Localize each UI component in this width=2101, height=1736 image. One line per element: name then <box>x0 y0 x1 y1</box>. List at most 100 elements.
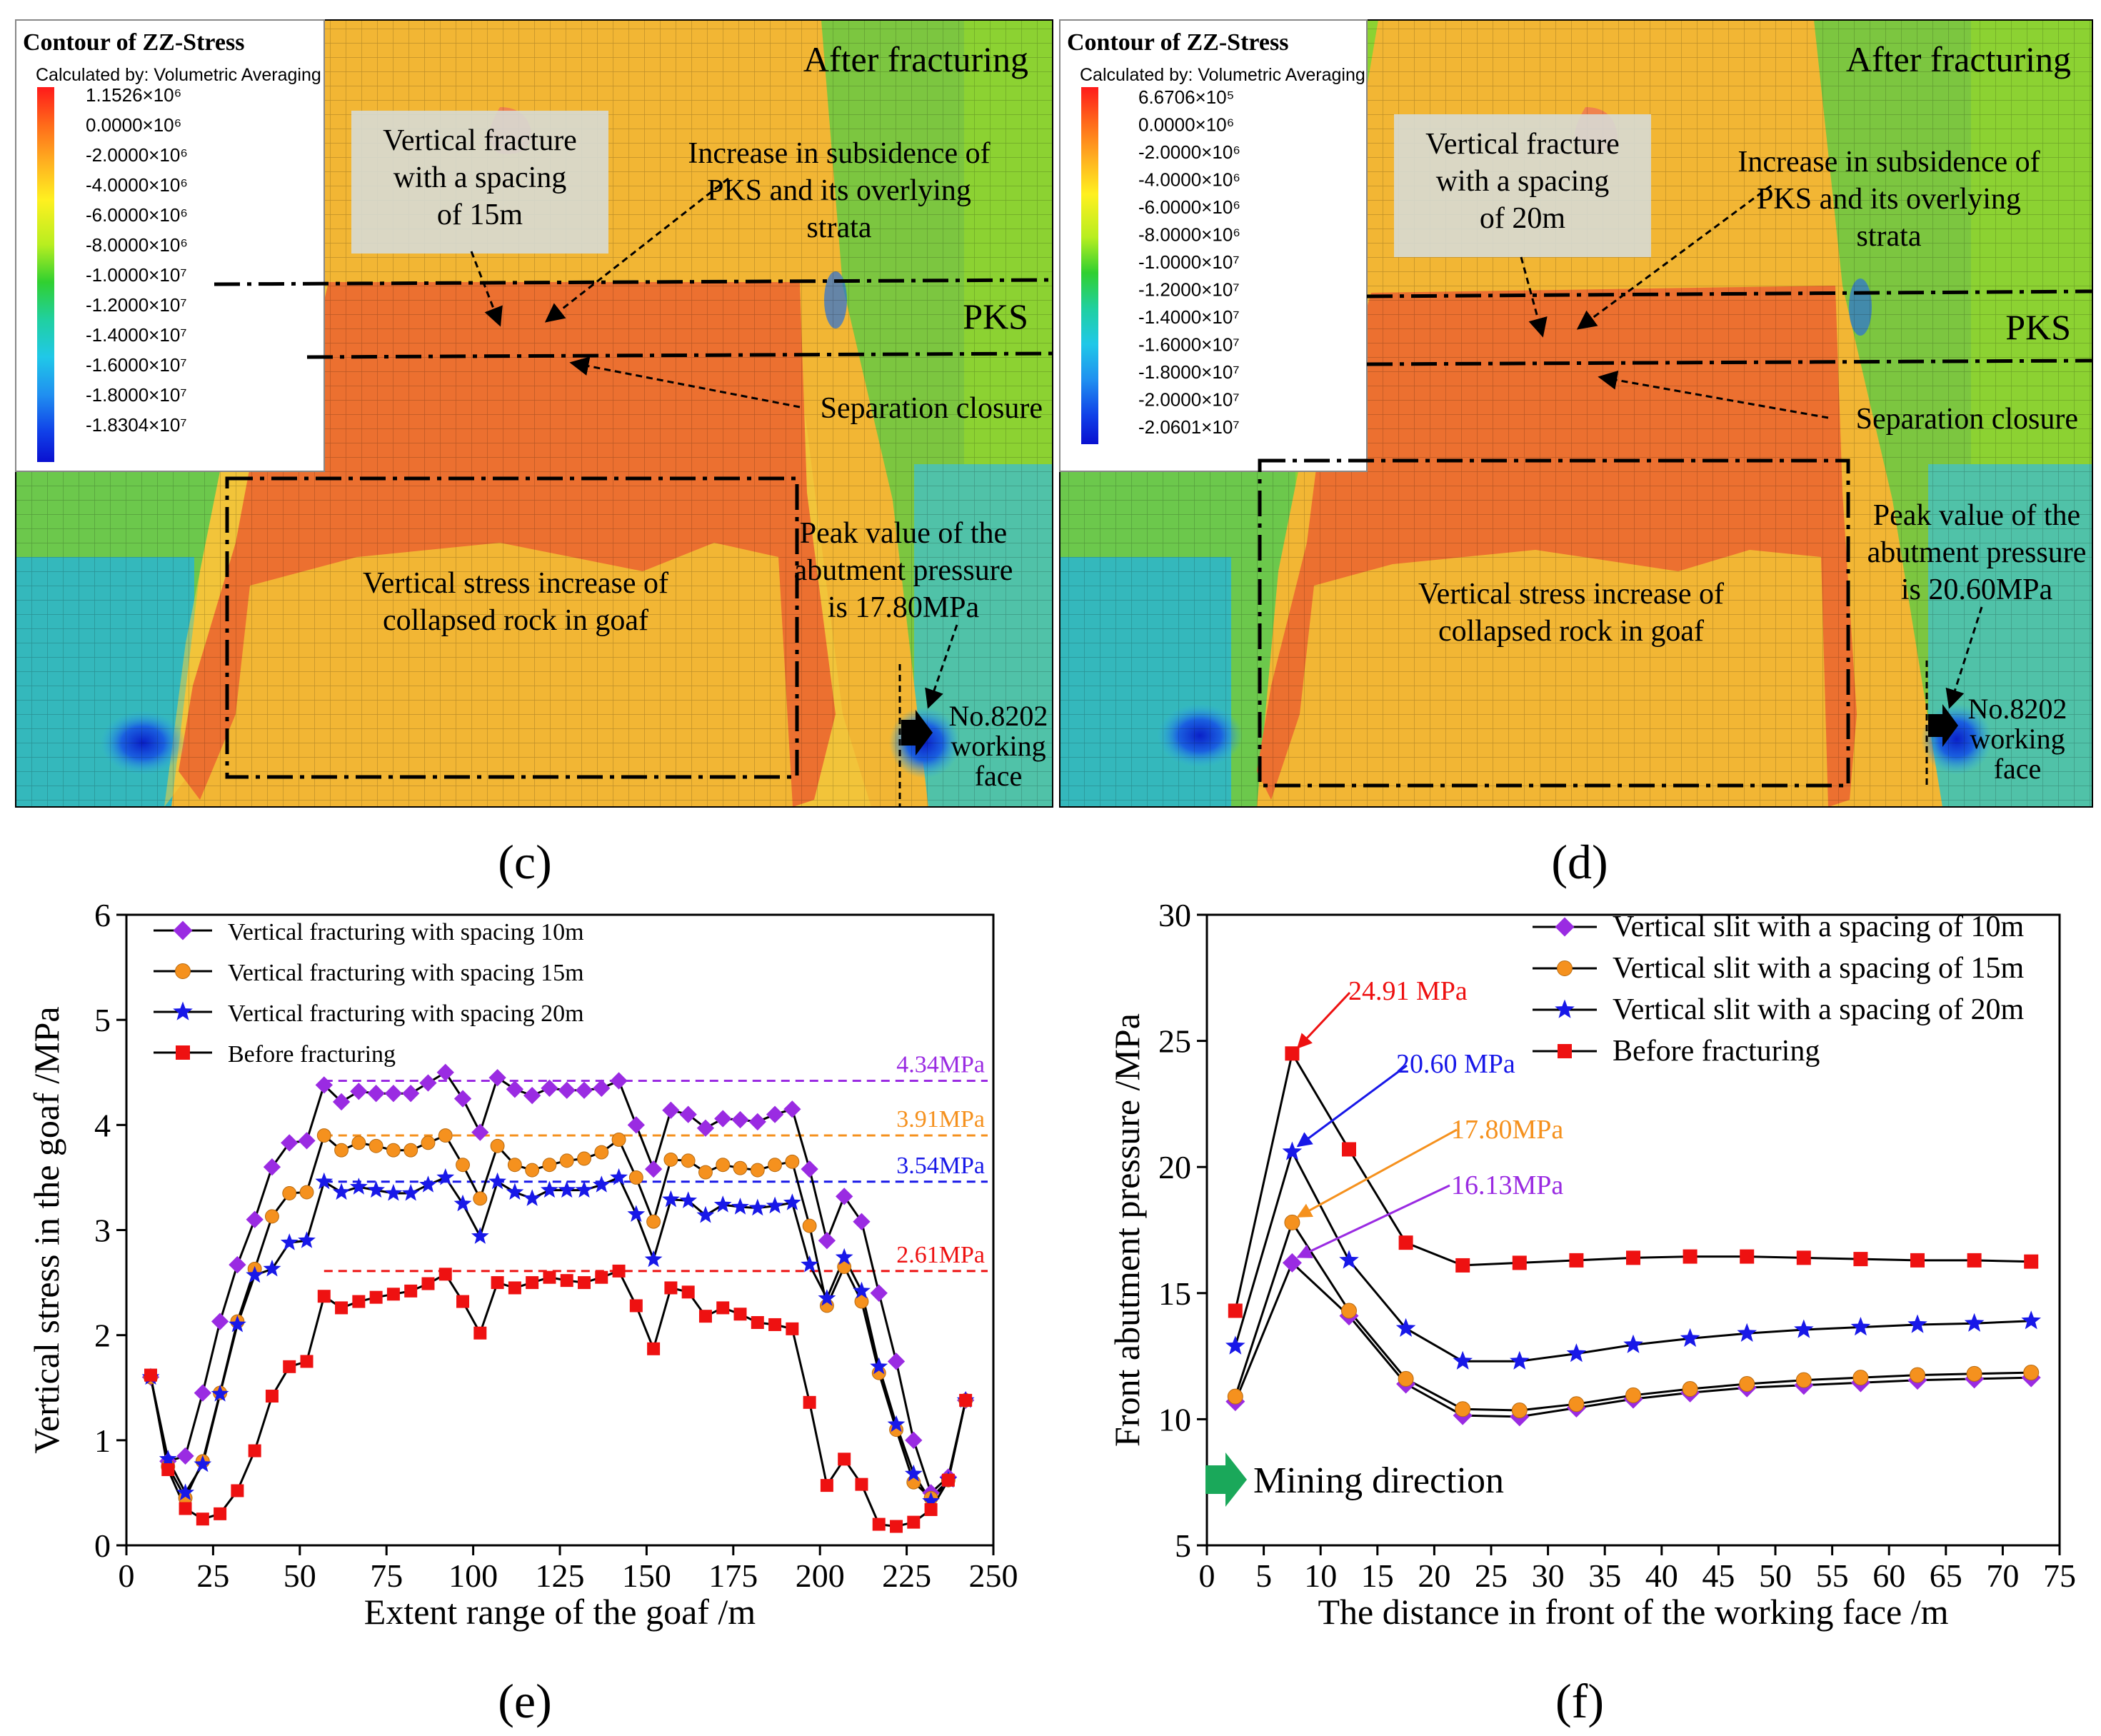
data-point <box>855 1477 868 1491</box>
working-face-arrow-icon <box>1928 704 1958 747</box>
data-point <box>176 1483 194 1500</box>
chart-e: 0 25 50 75 100 125 150 175 200 225 250 0 1 2 3 4 5 6 Exten… <box>26 897 1018 1728</box>
data-point <box>610 1072 628 1090</box>
x-tick-label: 250 <box>969 1557 1018 1594</box>
series-line <box>1234 1050 2032 1311</box>
pks-bottom-line <box>1366 358 2093 366</box>
data-point <box>1739 1375 1755 1392</box>
data-point <box>922 1492 940 1509</box>
data-point <box>246 1265 264 1283</box>
annotation-label: 24.91 MPa <box>1348 976 1468 1006</box>
data-point <box>644 1250 663 1268</box>
legend-value: -1.0000×10⁷ <box>86 264 187 286</box>
data-point <box>526 1276 539 1290</box>
face-label: face <box>975 760 1023 792</box>
data-point <box>1623 1334 1643 1353</box>
data-point <box>766 1105 784 1123</box>
data-point <box>595 1270 608 1284</box>
legend-value: -4.0000×10⁶ <box>86 174 188 196</box>
x-tick-label: 200 <box>796 1557 845 1594</box>
data-point <box>1557 960 1573 976</box>
data-point <box>456 1158 470 1173</box>
x-tick-label: 25 <box>196 1557 229 1594</box>
data-point <box>820 1479 833 1492</box>
data-point <box>818 1289 836 1306</box>
subsidence-note: PKS and its overlying <box>1757 183 2021 216</box>
data-point <box>404 1284 418 1298</box>
data-point <box>662 1101 680 1119</box>
pks-label: PKS <box>2005 307 2071 347</box>
mining-direction-arrow-icon <box>1205 1452 1247 1507</box>
peak-note: Peak value of the <box>1873 499 2080 532</box>
separation-label: Separation closure <box>1856 403 2078 436</box>
data-point <box>1453 1350 1473 1370</box>
data-point <box>733 1308 747 1321</box>
data-point <box>1227 1388 1243 1405</box>
x-tick-label: 150 <box>622 1557 671 1594</box>
fracture-note-box <box>351 111 608 254</box>
data-point <box>488 1068 506 1087</box>
legend-value: -2.0601×10⁷ <box>1138 416 1240 438</box>
y-tick-label: 20 <box>1158 1149 1191 1185</box>
plot-frame <box>1205 913 2061 1547</box>
y-tick-label: 5 <box>94 1002 111 1038</box>
face-label: No.8202 <box>949 700 1048 732</box>
legend-color-bar <box>1081 87 1098 444</box>
data-point <box>317 1290 331 1303</box>
data-point <box>594 1145 609 1160</box>
data-point <box>161 1463 175 1477</box>
fracture-note-box <box>1394 114 1651 257</box>
data-point <box>436 1168 455 1185</box>
data-point <box>334 1143 349 1158</box>
data-point <box>523 1086 541 1105</box>
series-line <box>149 1175 967 1503</box>
y-tick-label: 2 <box>94 1318 111 1354</box>
data-point <box>248 1444 261 1457</box>
data-point <box>887 1415 906 1433</box>
goaf-note: collapsed rock in goaf <box>383 604 648 637</box>
x-tick-label: 35 <box>1588 1557 1621 1594</box>
x-tick-label: 55 <box>1816 1557 1849 1594</box>
subsidence-note: strata <box>807 211 872 244</box>
data-point <box>214 1507 227 1520</box>
legend-value: -1.4000×10⁷ <box>86 324 187 346</box>
goaf-box <box>1258 458 1850 788</box>
data-point <box>2024 1254 2039 1269</box>
legend-value: -1.8000×10⁷ <box>1138 361 1240 383</box>
data-point <box>316 1128 331 1143</box>
legend-entry: Vertical fracturing with spacing 15m <box>228 960 584 986</box>
annotation-label: 16.13MPa <box>1451 1170 1563 1200</box>
pks-bottom-line <box>306 351 1053 359</box>
data-point <box>280 1233 299 1250</box>
fracture-note-line: with a spacing <box>393 161 567 194</box>
fracture-note-line: with a spacing <box>1436 165 1610 198</box>
data-point <box>1910 1367 1925 1383</box>
reference-label: 2.61MPa <box>896 1242 985 1268</box>
legend-entry: Vertical slit with a spacing of 15m <box>1613 952 2025 985</box>
data-point <box>1228 1303 1243 1318</box>
data-point <box>369 1290 383 1304</box>
data-point <box>506 1080 524 1098</box>
legend-value: 0.0000×10⁶ <box>1138 114 1234 136</box>
data-point <box>768 1158 783 1173</box>
data-point <box>159 1450 177 1467</box>
data-point <box>508 1281 521 1295</box>
data-point <box>196 1512 209 1526</box>
data-point <box>2021 1310 2041 1330</box>
legend-entry: Vertical slit with a spacing of 20m <box>1613 993 2025 1026</box>
data-point <box>1796 1250 1811 1265</box>
data-point <box>1282 1141 1303 1160</box>
x-tick-label: 60 <box>1872 1557 1905 1594</box>
data-point <box>924 1502 938 1516</box>
data-point <box>837 1260 852 1274</box>
separation-label: Separation closure <box>821 392 1043 425</box>
peak-note: Peak value of the <box>800 517 1007 550</box>
data-point <box>628 1170 643 1185</box>
legend-value: -6.0000×10⁶ <box>1138 196 1240 218</box>
data-point <box>173 1001 193 1020</box>
y-tick-label: 0 <box>94 1527 111 1564</box>
pks-top-line <box>1366 289 2093 298</box>
data-point <box>246 1210 264 1228</box>
data-point <box>1395 1318 1416 1337</box>
x-tick-label: 0 <box>1199 1557 1215 1594</box>
